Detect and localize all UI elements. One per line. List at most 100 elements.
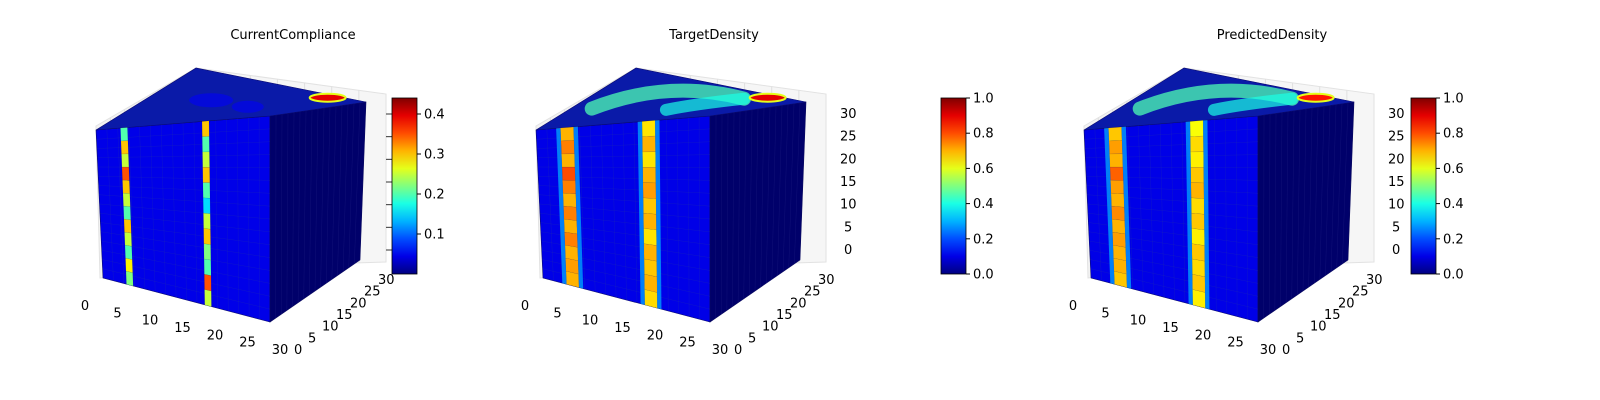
load-bar-segment xyxy=(642,167,657,184)
y-tick-label: 5 xyxy=(748,331,756,346)
load-bar-segment xyxy=(1110,192,1125,208)
voxel-line xyxy=(749,109,753,295)
x-tick-label: 25 xyxy=(679,336,696,351)
z-tick-label: 10 xyxy=(840,198,857,213)
voxel-line xyxy=(782,104,789,272)
colorbar-tick-label: 0.0 xyxy=(973,268,994,283)
voxel-line xyxy=(309,109,313,295)
top-support-arc xyxy=(659,92,751,116)
z-tick-label: 10 xyxy=(1388,198,1405,213)
voxel-line xyxy=(1138,125,1144,292)
load-bar-segment xyxy=(202,167,211,184)
load-bar-segment xyxy=(1192,289,1206,309)
load-bar-segment xyxy=(563,205,577,221)
colorbar-tick-label: 0.8 xyxy=(973,127,994,142)
voxel-line xyxy=(161,124,166,295)
load-bar-halo xyxy=(1185,121,1193,305)
y-tick-label: 20 xyxy=(1338,296,1355,311)
voxel-line xyxy=(248,117,250,317)
load-bar-segment xyxy=(124,231,132,247)
load-bar-segment xyxy=(642,135,656,153)
z-tick-label: 20 xyxy=(840,152,857,167)
load-bar-segment xyxy=(1191,258,1206,278)
y-tick-label: 20 xyxy=(350,296,367,311)
load-bar-segment xyxy=(1191,212,1205,231)
z-tick-label: 15 xyxy=(840,175,857,190)
voxel-line xyxy=(760,108,765,288)
voxel-line xyxy=(314,108,319,292)
z-tick-label: 20 xyxy=(1388,152,1405,167)
load-bar-segment xyxy=(202,151,210,168)
z-tick-label: 0 xyxy=(844,243,852,258)
voxel-line xyxy=(337,105,343,276)
voxel-line xyxy=(579,126,585,290)
colorbar-tick-label: 0.2 xyxy=(424,188,445,203)
voxel-line xyxy=(303,110,307,299)
voxel-line xyxy=(297,111,301,303)
colorbar-tick-label: 0.4 xyxy=(424,108,445,123)
voxel-line xyxy=(106,129,114,281)
load-bar-segment xyxy=(1189,120,1204,137)
voxel-line xyxy=(215,120,219,309)
z-tick-label: 25 xyxy=(840,130,857,145)
load-bar-segment xyxy=(1190,151,1204,168)
colorbar xyxy=(940,97,967,275)
x-tick-label: 5 xyxy=(1101,306,1109,321)
z-tick-label: 30 xyxy=(840,107,857,122)
chart-title: TargetDensity xyxy=(668,28,759,43)
load-bar-segment xyxy=(203,258,212,276)
load-bar-segment xyxy=(123,205,131,221)
x-tick-label: 20 xyxy=(207,328,224,343)
voxel-line xyxy=(1319,106,1325,280)
voxel-line xyxy=(226,119,229,312)
voxel-line xyxy=(1330,104,1337,272)
voxel-line xyxy=(117,128,125,284)
colorbar-tick-label: 0.4 xyxy=(1443,197,1464,212)
colorbar-tick-label: 0.3 xyxy=(424,148,445,163)
load-bar-segment xyxy=(1109,153,1124,168)
top-hotspot xyxy=(1296,92,1335,103)
voxel-line xyxy=(1149,124,1154,295)
voxel-line xyxy=(1269,114,1271,315)
voxel-line xyxy=(326,107,331,284)
voxel-line xyxy=(342,104,349,272)
load-bar-segment xyxy=(1110,179,1125,195)
voxel-line xyxy=(237,118,239,314)
y-tick-label: 25 xyxy=(364,285,381,300)
y-tick-label: 30 xyxy=(378,273,395,288)
load-bar-segment xyxy=(562,192,577,208)
load-bar-segment xyxy=(204,289,212,307)
load-bar-segment xyxy=(562,179,577,195)
voxel-line xyxy=(292,112,295,307)
y-tick-label: 10 xyxy=(762,320,779,335)
load-bar-halo xyxy=(655,120,662,310)
voxel-line xyxy=(1170,122,1175,301)
load-bar-segment xyxy=(1109,166,1124,181)
voxel-line xyxy=(1302,108,1307,292)
x-tick-label: 30 xyxy=(1260,343,1277,358)
load-bar-segment xyxy=(204,274,212,292)
load-bar-segment xyxy=(643,258,658,278)
y-tick-label: 5 xyxy=(308,331,316,346)
x-tick-label: 0 xyxy=(1069,299,1077,314)
load-bar-segment xyxy=(642,182,657,199)
voxel-line xyxy=(150,125,156,292)
top-support-arc xyxy=(1207,92,1299,116)
load-bar-segment xyxy=(644,289,658,309)
voxel-line xyxy=(633,122,638,303)
colorbar-tick-label: 0.4 xyxy=(973,197,994,212)
colorbar-tick-label: 0.2 xyxy=(973,232,994,247)
y-tick-label: 0 xyxy=(1282,343,1290,358)
voxel-line xyxy=(1285,111,1289,303)
y-tick-label: 25 xyxy=(804,285,821,300)
load-bar-segment xyxy=(561,153,576,168)
voxel-line xyxy=(281,114,283,315)
colorbar xyxy=(1410,97,1437,275)
load-bar-segment xyxy=(565,270,580,288)
voxel-line xyxy=(737,111,741,303)
voxel-line xyxy=(286,113,289,311)
colorbar xyxy=(391,97,418,275)
load-bar-segment xyxy=(561,166,576,181)
voxel-line xyxy=(1127,126,1133,290)
